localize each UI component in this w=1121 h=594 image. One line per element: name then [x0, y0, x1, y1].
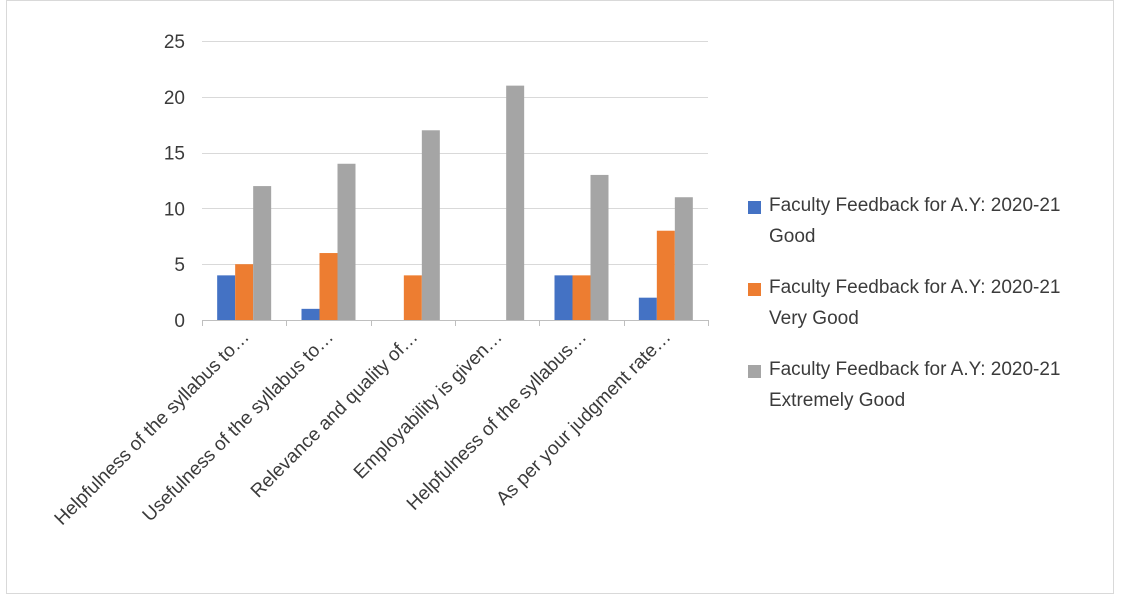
legend-item-good: Faculty Feedback for A.Y: 2020-21 Good [748, 190, 1108, 252]
legend-label-very-good: Faculty Feedback for A.Y: 2020-21 Very G… [769, 277, 1061, 329]
axes [202, 320, 709, 326]
gridlines [202, 41, 708, 265]
bar-series-0-cat-0 [217, 275, 236, 320]
y-tick-labels: 0 5 10 15 20 25 [164, 32, 185, 332]
bar-series-1-cat-5 [656, 230, 675, 320]
bar-series-1-cat-0 [235, 264, 254, 320]
y-tick-label: 5 [174, 255, 185, 276]
y-tick-label: 0 [174, 311, 185, 332]
x-tick-label: Employability is given… [350, 327, 507, 484]
x-tick-labels: Helpfulness of the syllabus to…Usefulnes… [51, 327, 676, 530]
bar-series-2-cat-2 [421, 130, 440, 320]
bar-series-2-cat-1 [337, 163, 356, 320]
y-tick-label: 15 [164, 144, 185, 165]
bar-series-0-cat-4 [554, 275, 573, 320]
bar-series-0-cat-1 [301, 308, 320, 320]
legend-swatch-very-good [748, 283, 761, 296]
y-tick-label: 20 [164, 88, 185, 109]
legend-label-extremely-good: Faculty Feedback for A.Y: 2020-21 Extrem… [769, 359, 1061, 411]
bar-series-1-cat-1 [319, 253, 338, 320]
legend-label-good: Faculty Feedback for A.Y: 2020-21 Good [769, 195, 1061, 247]
bar-series-1-cat-4 [572, 275, 591, 320]
legend: Faculty Feedback for A.Y: 2020-21 Good F… [748, 190, 1108, 436]
bar-series-1-cat-2 [403, 275, 422, 320]
legend-item-very-good: Faculty Feedback for A.Y: 2020-21 Very G… [748, 272, 1108, 334]
bar-series-2-cat-0 [253, 186, 272, 320]
legend-item-extremely-good: Faculty Feedback for A.Y: 2020-21 Extrem… [748, 354, 1108, 416]
bar-series-2-cat-3 [506, 85, 525, 320]
bar-series-2-cat-5 [674, 197, 693, 320]
bar-series-0-cat-5 [638, 297, 657, 320]
x-tick-label: As per your judgment rate… [492, 327, 675, 510]
bar-series-2-cat-4 [590, 174, 609, 320]
legend-swatch-extremely-good [748, 365, 761, 378]
y-tick-label: 10 [164, 199, 185, 220]
bars [217, 85, 693, 320]
x-tick-label: Helpfulness of the syllabus… [403, 327, 591, 515]
legend-swatch-good [748, 201, 761, 214]
y-tick-label: 25 [164, 32, 185, 53]
x-tick-label: Relevance and quality of… [247, 327, 422, 502]
